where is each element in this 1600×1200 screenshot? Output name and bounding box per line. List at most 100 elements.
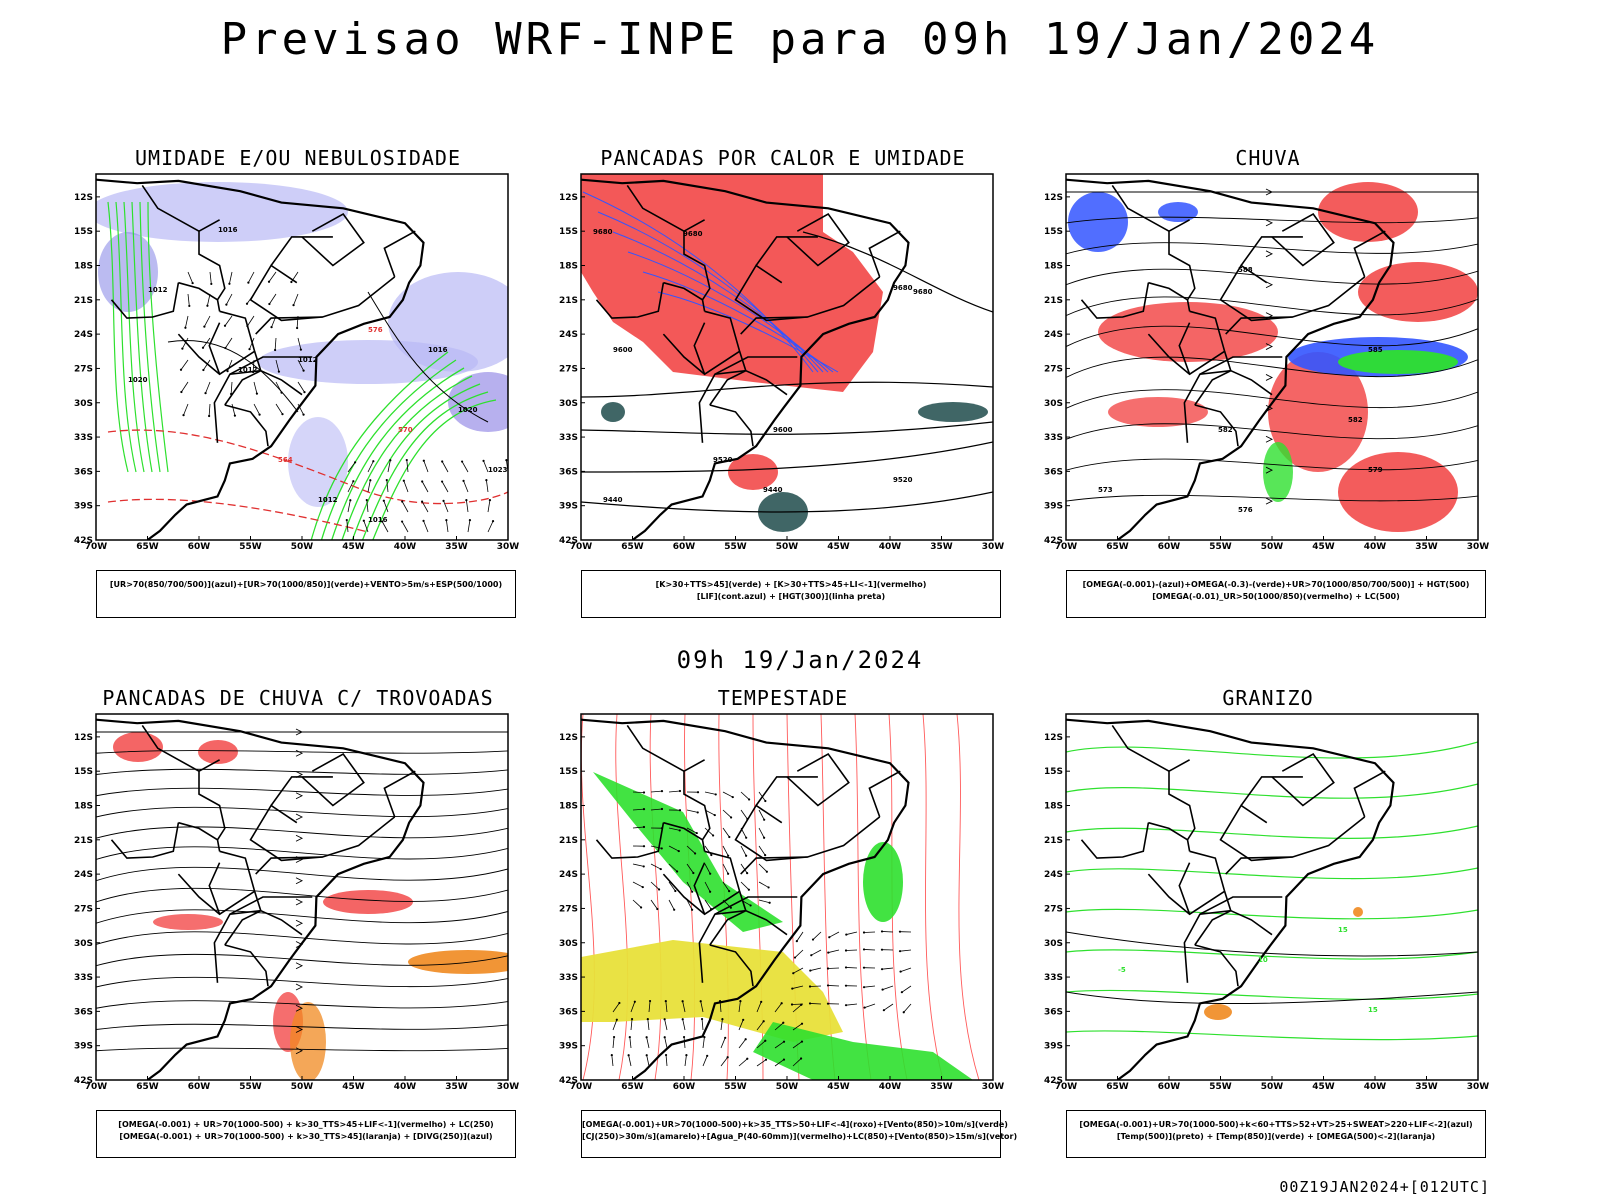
coastline [581, 178, 910, 540]
wind-vector-head [899, 970, 902, 973]
lon-label: 50W [1261, 542, 1284, 552]
wind-vector [650, 845, 662, 849]
wind-vector [208, 403, 211, 416]
wind-vector [722, 899, 732, 908]
state-border [714, 896, 798, 915]
wind-vector-head [782, 1021, 785, 1024]
wind-vector-head [808, 985, 812, 988]
wind-vector [740, 827, 747, 838]
contour-label: 1012 [298, 356, 318, 364]
wind-vector [401, 521, 409, 533]
wind-vector [630, 1001, 636, 1013]
lif-contour [582, 191, 814, 373]
state-border [1148, 281, 1188, 301]
lat-label: 24S [74, 870, 93, 880]
contour-label: 9680 [893, 284, 913, 292]
wind-vector-head [646, 1017, 649, 1021]
wind-vector-head [739, 999, 742, 1003]
lon-label: 55W [239, 542, 262, 552]
wind-vector-head [718, 999, 722, 1003]
contour-label: 9520 [893, 476, 913, 484]
wind-vector-head [465, 499, 468, 502]
legend-trovoadas: [OMEGA(-0.001) + UR>70(1000-500) + k>30_… [96, 1110, 516, 1158]
contour-label: 576 [1238, 506, 1253, 514]
wind-vector-head [765, 870, 768, 873]
wind-vector-head [763, 818, 766, 821]
wind-vector [187, 271, 193, 284]
humidity-contour [147, 201, 169, 473]
state-border [662, 333, 741, 376]
lat-label: 30S [559, 399, 578, 409]
lon-label: 55W [1209, 1082, 1232, 1092]
lat-label: 27S [559, 364, 578, 374]
wind-vector-head [642, 845, 646, 848]
streamline [96, 976, 508, 988]
wind-vector-head [727, 854, 730, 857]
omega-strong-area [1263, 442, 1293, 502]
wind-vector-head [642, 865, 645, 868]
state-border [1194, 404, 1239, 447]
lat-label: 39S [559, 502, 578, 512]
wind-vector-head [645, 1036, 648, 1039]
wind-vector-head [268, 302, 271, 306]
state-border [1178, 862, 1191, 915]
wind-vector-head [468, 519, 472, 522]
thickness-line [107, 498, 369, 533]
lat-label: 21S [74, 296, 93, 306]
lon-label: 65W [1106, 542, 1129, 552]
lon-label: 45W [1312, 542, 1335, 552]
wind-vector [792, 1004, 802, 1013]
lon-label: 30W [497, 542, 520, 552]
coastline [1066, 718, 1395, 1080]
wind-vector [611, 1055, 614, 1067]
state-border [255, 856, 323, 875]
legend-line: [Temp(500)](preto) + [Temp(850)](verde) … [1116, 1132, 1436, 1141]
lon-label: 45W [1312, 1082, 1335, 1092]
lat-label: 42S [559, 536, 578, 546]
wind-vector-head [810, 954, 813, 957]
wind-vector [507, 511, 508, 512]
legend-umidade: [UR>70(850/700/500)](azul)+[UR>70(1000/8… [96, 570, 516, 618]
wind-vector-head [660, 790, 664, 793]
lat-label: 18S [559, 802, 578, 812]
state-border [693, 862, 706, 915]
omega-strong-area [1338, 350, 1458, 374]
contour-label: 1012 [238, 366, 258, 374]
wind-vector [187, 293, 190, 306]
wind-vector [740, 881, 750, 890]
wind-vector [628, 1055, 632, 1067]
lon-label: 30W [1467, 1082, 1490, 1092]
state-border [110, 282, 180, 319]
wind-vector [774, 1041, 785, 1049]
contour-label: 9440 [603, 496, 623, 504]
wind-vector [275, 381, 282, 393]
wind-vector-head [862, 986, 866, 989]
wind-vector-head [862, 931, 866, 934]
wind-vector [702, 1055, 708, 1067]
wind-vector [720, 1019, 723, 1031]
contour-label: 582 [1218, 426, 1233, 434]
humidity-contour [372, 399, 497, 540]
wind-vector-head [302, 413, 305, 416]
wind-vector-head [422, 519, 425, 522]
streamline-arrow [295, 1047, 304, 1055]
state-border [1194, 944, 1239, 987]
wind-vector-head [299, 348, 303, 351]
lat-label: 21S [559, 836, 578, 846]
wind-vector [719, 1001, 722, 1013]
lon-label: 60W [188, 542, 211, 552]
temp500-contour [1066, 931, 1478, 957]
wind-vector-head [710, 853, 713, 857]
contour-label: 1020 [128, 376, 148, 384]
wind-vector [230, 381, 233, 394]
wind-vector [291, 271, 299, 283]
legend-line: [K>30+TTS>45](verde) + [K>30+TTS>45+LI<-… [655, 580, 927, 589]
wind-vector [181, 381, 189, 393]
pw-contour [854, 714, 872, 1080]
wind-vector [209, 271, 212, 284]
state-border [709, 944, 754, 987]
wind-vector [224, 315, 233, 326]
lon-label: 70W [1055, 1082, 1078, 1092]
wind-vector [792, 1058, 802, 1067]
state-border [1189, 850, 1232, 946]
